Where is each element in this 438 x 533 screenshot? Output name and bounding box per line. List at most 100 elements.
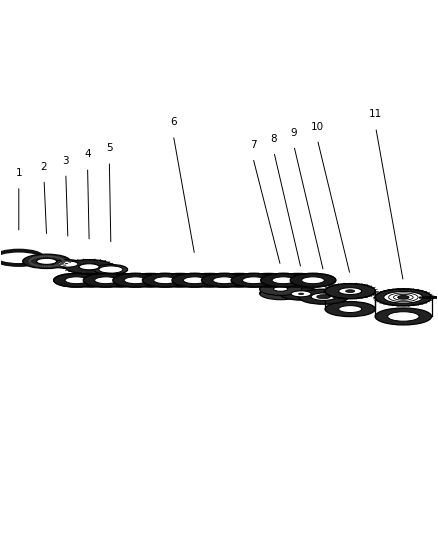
Ellipse shape xyxy=(113,273,158,287)
Ellipse shape xyxy=(54,265,57,266)
Ellipse shape xyxy=(291,291,311,297)
Ellipse shape xyxy=(154,277,177,284)
Ellipse shape xyxy=(172,273,217,287)
Ellipse shape xyxy=(60,258,63,260)
Ellipse shape xyxy=(398,296,409,299)
Ellipse shape xyxy=(56,264,58,266)
Ellipse shape xyxy=(50,265,52,267)
Ellipse shape xyxy=(375,308,431,325)
Ellipse shape xyxy=(65,277,88,284)
Ellipse shape xyxy=(31,258,33,260)
Ellipse shape xyxy=(53,260,83,269)
Ellipse shape xyxy=(50,255,52,257)
Ellipse shape xyxy=(290,273,336,287)
Ellipse shape xyxy=(62,261,65,262)
Ellipse shape xyxy=(290,273,336,287)
Ellipse shape xyxy=(65,277,88,284)
Ellipse shape xyxy=(201,273,247,287)
Ellipse shape xyxy=(37,265,39,266)
Text: 6: 6 xyxy=(170,117,177,127)
Ellipse shape xyxy=(43,255,46,257)
Text: 9: 9 xyxy=(290,128,297,138)
Ellipse shape xyxy=(79,264,99,270)
Ellipse shape xyxy=(213,277,236,284)
Ellipse shape xyxy=(41,265,43,267)
Ellipse shape xyxy=(28,260,31,262)
Ellipse shape xyxy=(213,277,236,284)
Ellipse shape xyxy=(157,273,203,287)
Text: 11: 11 xyxy=(369,109,382,119)
Ellipse shape xyxy=(65,260,113,274)
Ellipse shape xyxy=(46,255,48,257)
Ellipse shape xyxy=(37,256,39,258)
Ellipse shape xyxy=(52,256,54,257)
Ellipse shape xyxy=(198,277,221,284)
Ellipse shape xyxy=(124,277,147,284)
Text: 1: 1 xyxy=(15,168,22,178)
Ellipse shape xyxy=(62,261,65,263)
Ellipse shape xyxy=(228,277,251,284)
Ellipse shape xyxy=(79,264,99,270)
Ellipse shape xyxy=(58,261,78,267)
Ellipse shape xyxy=(184,277,206,284)
Ellipse shape xyxy=(302,277,325,284)
Ellipse shape xyxy=(127,273,173,287)
Ellipse shape xyxy=(57,264,60,266)
Ellipse shape xyxy=(52,265,54,267)
Ellipse shape xyxy=(243,277,265,284)
Ellipse shape xyxy=(95,277,117,284)
Ellipse shape xyxy=(33,264,36,266)
Ellipse shape xyxy=(339,305,362,312)
Ellipse shape xyxy=(48,265,50,267)
Ellipse shape xyxy=(29,259,32,261)
Ellipse shape xyxy=(154,277,177,284)
Ellipse shape xyxy=(62,261,65,262)
Ellipse shape xyxy=(46,265,48,268)
Ellipse shape xyxy=(41,255,43,257)
Ellipse shape xyxy=(68,273,114,287)
Ellipse shape xyxy=(94,264,127,274)
Ellipse shape xyxy=(30,259,32,260)
Ellipse shape xyxy=(80,277,102,284)
Ellipse shape xyxy=(287,277,310,284)
Ellipse shape xyxy=(60,263,63,265)
Ellipse shape xyxy=(216,273,262,287)
Ellipse shape xyxy=(54,256,57,258)
Ellipse shape xyxy=(32,264,34,265)
Ellipse shape xyxy=(419,296,438,298)
Ellipse shape xyxy=(54,273,99,287)
Ellipse shape xyxy=(302,277,325,284)
Ellipse shape xyxy=(231,273,276,287)
Ellipse shape xyxy=(61,262,64,264)
Ellipse shape xyxy=(99,266,123,273)
Ellipse shape xyxy=(56,256,58,258)
Ellipse shape xyxy=(43,265,46,267)
Text: 10: 10 xyxy=(311,122,324,132)
Ellipse shape xyxy=(35,264,38,266)
Ellipse shape xyxy=(23,254,71,269)
Ellipse shape xyxy=(388,312,419,321)
Ellipse shape xyxy=(261,273,306,287)
Ellipse shape xyxy=(317,295,330,299)
Ellipse shape xyxy=(280,287,322,300)
Ellipse shape xyxy=(260,282,302,295)
Text: 4: 4 xyxy=(84,149,91,159)
Ellipse shape xyxy=(272,277,295,284)
Ellipse shape xyxy=(201,273,247,287)
Ellipse shape xyxy=(325,284,375,298)
Text: 5: 5 xyxy=(106,143,113,154)
Ellipse shape xyxy=(273,291,288,296)
Ellipse shape xyxy=(48,255,50,257)
Ellipse shape xyxy=(61,259,64,260)
Ellipse shape xyxy=(35,256,38,258)
Ellipse shape xyxy=(124,277,147,284)
Ellipse shape xyxy=(139,277,162,284)
Ellipse shape xyxy=(276,273,321,287)
Ellipse shape xyxy=(30,262,32,264)
Ellipse shape xyxy=(36,259,57,264)
Ellipse shape xyxy=(257,277,280,284)
Ellipse shape xyxy=(184,277,206,284)
Ellipse shape xyxy=(187,273,232,287)
Text: 8: 8 xyxy=(271,134,277,144)
Ellipse shape xyxy=(54,273,99,287)
